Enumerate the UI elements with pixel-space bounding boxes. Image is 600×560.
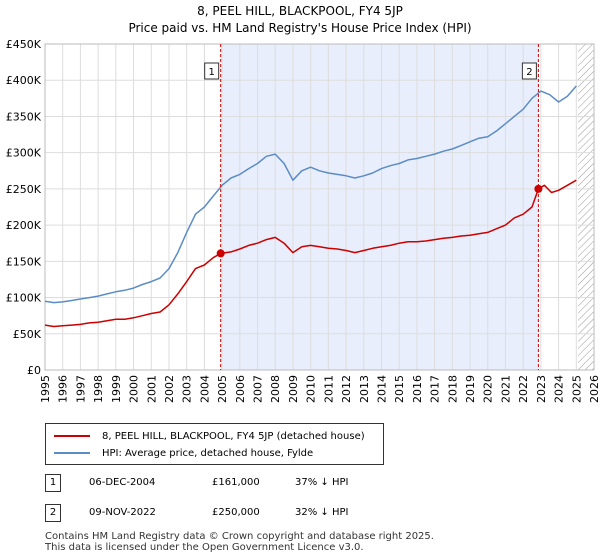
- chart-title: 8, PEEL HILL, BLACKPOOL, FY4 5JP: [197, 4, 403, 18]
- x-tick-label: 2003: [181, 375, 194, 403]
- x-tick-label: 1996: [57, 375, 70, 403]
- y-tick-label: £100K: [6, 292, 42, 305]
- x-tick-label: 2007: [252, 375, 265, 403]
- legend-swatch-property: [54, 435, 90, 437]
- x-tick-label: 2017: [429, 375, 442, 403]
- transaction-date: 09-NOV-2022: [89, 507, 156, 518]
- y-tick-label: £150K: [6, 255, 42, 268]
- y-tick-label: £450K: [6, 38, 42, 51]
- x-tick-label: 2022: [517, 375, 530, 403]
- legend-swatch-hpi: [54, 452, 90, 454]
- x-tick-label: 2005: [216, 375, 229, 403]
- legend: 8, PEEL HILL, BLACKPOOL, FY4 5JP (detach…: [45, 423, 384, 465]
- x-tick-label: 2015: [393, 375, 406, 403]
- x-tick-label: 2016: [411, 375, 424, 403]
- x-tick-label: 2024: [553, 375, 566, 403]
- chart-subtitle: Price paid vs. HM Land Registry's House …: [128, 21, 472, 35]
- y-tick-label: £300K: [6, 147, 42, 160]
- x-tick-label: 2006: [234, 375, 247, 403]
- x-tick-label: 1995: [39, 375, 52, 403]
- transaction-price: £161,000: [212, 477, 260, 488]
- x-tick-label: 2002: [163, 375, 176, 403]
- transaction-number: 1: [45, 474, 61, 492]
- x-tick-label: 2012: [340, 375, 353, 403]
- sale-marker-label: 2: [526, 67, 532, 78]
- legend-label-hpi: HPI: Average price, detached house, Fyld…: [102, 447, 314, 459]
- transaction-price: £250,000: [212, 507, 260, 518]
- hpi-series-line: [44, 85, 577, 304]
- ownership-period-shade: [220, 44, 539, 370]
- x-tick-label: 2004: [198, 375, 211, 403]
- x-tick-label: 2018: [446, 375, 459, 403]
- plot-border: [44, 43, 595, 371]
- projection-hatch: [578, 44, 594, 370]
- x-tick-label: 1998: [92, 375, 105, 403]
- sale-marker-label: 1: [208, 67, 214, 78]
- sale-marker-box: [521, 62, 537, 80]
- legend-item-property: 8, PEEL HILL, BLACKPOOL, FY4 5JP (detach…: [54, 429, 365, 443]
- transaction-hpi-delta: 32% ↓ HPI: [295, 507, 349, 518]
- x-tick-label: 2021: [499, 375, 512, 403]
- price-paid-series-line: [44, 179, 577, 328]
- transaction-number: 2: [45, 504, 61, 522]
- legend-item-hpi: HPI: Average price, detached house, Fyld…: [54, 446, 313, 460]
- y-tick-label: £0: [27, 364, 41, 377]
- x-tick-label: 2001: [145, 375, 158, 403]
- sale-point: [534, 184, 543, 193]
- x-tick-label: 2008: [269, 375, 282, 403]
- x-tick-label: 1997: [74, 375, 87, 403]
- sale-point: [216, 249, 225, 258]
- x-tick-label: 2009: [287, 375, 300, 403]
- y-tick-label: £400K: [6, 74, 42, 87]
- x-tick-label: 2011: [322, 375, 335, 403]
- x-tick-label: 2026: [588, 375, 600, 403]
- y-tick-label: £50K: [13, 328, 42, 341]
- x-tick-label: 2010: [305, 375, 318, 403]
- x-tick-label: 2020: [482, 375, 495, 403]
- sale-marker-box: [204, 62, 220, 80]
- transaction-date: 06-DEC-2004: [89, 477, 156, 488]
- footer-licence: This data is licensed under the Open Gov…: [45, 542, 364, 553]
- y-tick-label: £250K: [6, 183, 42, 196]
- x-tick-label: 2025: [570, 375, 583, 403]
- x-tick-label: 2013: [358, 375, 371, 403]
- x-tick-label: 1999: [110, 375, 123, 403]
- y-tick-label: £200K: [6, 219, 42, 232]
- legend-label-property: 8, PEEL HILL, BLACKPOOL, FY4 5JP (detach…: [102, 430, 365, 442]
- x-tick-label: 2023: [535, 375, 548, 403]
- x-tick-label: 2019: [464, 375, 477, 403]
- y-tick-label: £350K: [6, 110, 42, 123]
- price-chart: £0 £50K £100K £150K £200K £250K £300K £350K £400…: [6, 38, 600, 403]
- x-tick-label: 2000: [128, 375, 141, 403]
- footer: Contains HM Land Registry data © Crown c…: [45, 531, 434, 553]
- transaction-hpi-delta: 37% ↓ HPI: [295, 477, 349, 488]
- footer-copyright: Contains HM Land Registry data © Crown c…: [45, 531, 434, 542]
- x-tick-label: 2014: [375, 375, 388, 403]
